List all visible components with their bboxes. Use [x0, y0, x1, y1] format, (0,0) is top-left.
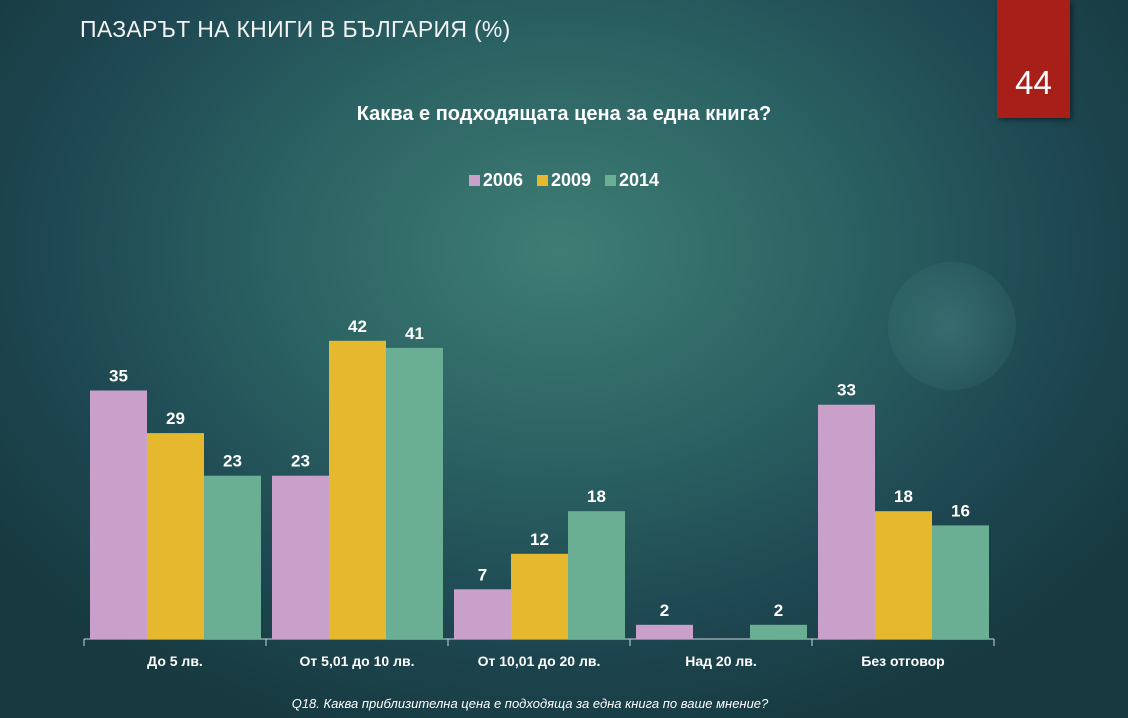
bar-2009 [147, 433, 204, 639]
decorative-circle [888, 262, 1016, 390]
bar-2014 [568, 511, 625, 639]
data-label: 23 [223, 452, 242, 471]
bar-2014 [204, 475, 261, 639]
legend-label: 2006 [482, 170, 523, 190]
bar-2014 [932, 525, 989, 639]
data-label: 42 [348, 317, 367, 336]
slide-number: 44 [1015, 64, 1052, 101]
bar-2006 [272, 475, 329, 639]
data-label: 12 [530, 530, 549, 549]
legend-item-2009: 2009 [536, 170, 592, 191]
legend-swatch-2014 [605, 175, 617, 186]
x-tick-label: От 10,01 до 20 лв. [478, 653, 601, 669]
bar-2006 [90, 390, 147, 639]
data-label: 2 [660, 601, 669, 620]
legend-item-2006: 2006 [468, 170, 523, 191]
x-tick-label: Над 20 лв. [685, 653, 757, 669]
data-label: 7 [478, 565, 487, 584]
slide-number-badge: 44 [997, 0, 1070, 118]
legend-label: 2009 [550, 170, 592, 190]
footnote: Q18. Каква приблизителна цена е подходящ… [291, 696, 769, 711]
chart-title: Каква е подходящата цена за една книга? [356, 103, 772, 125]
data-label: 23 [291, 452, 310, 471]
data-label: 33 [837, 381, 856, 400]
data-label: 41 [405, 324, 424, 343]
legend-swatch-2009 [536, 175, 548, 186]
chart-legend: 2006 2009 2014 [0, 170, 1128, 191]
bar-2006 [636, 624, 693, 639]
legend-item-2014: 2014 [605, 170, 659, 191]
data-label: 35 [109, 367, 128, 386]
data-label: 18 [587, 487, 606, 506]
x-tick-label: До 5 лв. [147, 653, 203, 669]
data-label: 18 [894, 487, 913, 506]
data-label: 16 [951, 501, 970, 520]
page-title: ПАЗАРЪТ НА КНИГИ В БЪЛГАРИЯ (%) [80, 16, 511, 42]
data-label: 2 [774, 601, 783, 620]
x-tick-label: От 5,01 до 10 лв. [300, 653, 415, 669]
legend-label: 2014 [619, 170, 660, 190]
bar-2014 [386, 347, 443, 639]
bar-2014 [750, 624, 807, 639]
bar-2006 [818, 404, 875, 639]
bar-2009 [875, 511, 932, 639]
legend-swatch-2006 [468, 175, 480, 186]
data-label: 29 [166, 409, 185, 428]
bar-2006 [454, 589, 511, 639]
x-tick-label: Без отговор [861, 653, 944, 669]
bar-2009 [329, 340, 386, 639]
bar-2009 [511, 553, 568, 639]
